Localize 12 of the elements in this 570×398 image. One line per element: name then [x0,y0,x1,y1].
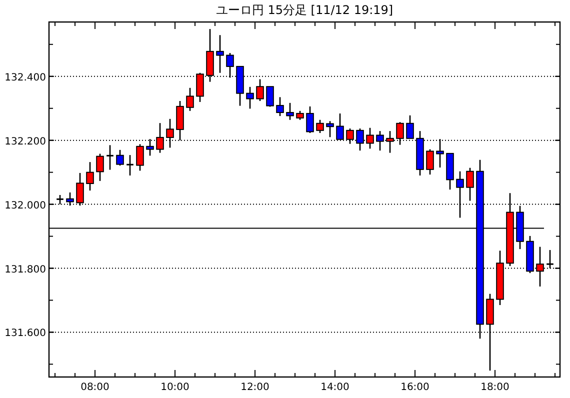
y-tick-label: 131.800 [4,264,46,276]
y-tick-label: 132.200 [4,136,46,148]
x-tick-label: 16:00 [400,382,430,393]
x-tick-label: 12:00 [240,382,270,393]
x-tick-label: 14:00 [320,382,350,393]
title: ユーロ円 15分足 [11/12 19:19] [216,3,394,17]
x-tick-label: 10:00 [160,382,190,393]
y-tick-label: 131.600 [4,328,46,340]
x-tick-label: 18:00 [480,382,510,393]
y-tick-label: 132.000 [4,200,46,212]
x-tick-label: 08:00 [80,382,110,393]
y-tick-label: 132.400 [4,72,46,84]
